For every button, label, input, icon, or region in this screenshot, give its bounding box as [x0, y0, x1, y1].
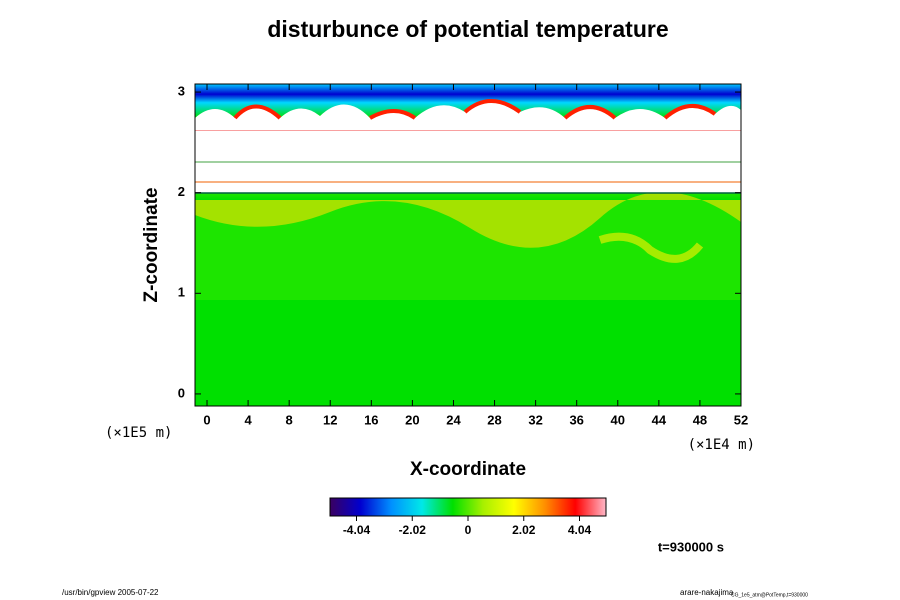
footer-left: /usr/bin/gpview 2005-07-22 — [62, 588, 159, 597]
colorbar-tick-label: 4.04 — [568, 523, 592, 537]
x-tick-label: 28 — [487, 412, 501, 427]
colorbar-tick-label: -2.02 — [399, 523, 427, 537]
colorbar-tick-label: -4.04 — [343, 523, 371, 537]
x-tick-label: 8 — [286, 412, 293, 427]
x-tick-label: 20 — [405, 412, 419, 427]
y-axis-label: Z-coordinate — [141, 187, 162, 302]
footer-right: arare-nakajima — [680, 588, 734, 597]
x-tick-label: 0 — [203, 412, 210, 427]
x-tick-label: 16 — [364, 412, 378, 427]
y-unit: (×1E5 m) — [105, 425, 172, 441]
x-tick-label: 4 — [244, 412, 252, 427]
footer-right-small: CG_1e5_atm@PotTemp,t=930000 — [731, 592, 808, 598]
y-tick-label: 1 — [178, 285, 185, 300]
x-tick-label: 40 — [611, 412, 625, 427]
time-label: t=930000 s — [658, 539, 724, 554]
x-tick-label: 32 — [528, 412, 542, 427]
x-axis-label: X-coordinate — [410, 459, 526, 480]
x-tick-label: 12 — [323, 412, 337, 427]
colorbar — [329, 497, 607, 517]
x-unit: (×1E4 m) — [688, 437, 755, 453]
chart-title: disturbunce of potential temperature — [267, 16, 668, 42]
y-tick-label: 2 — [178, 184, 185, 199]
x-tick-label: 24 — [446, 412, 461, 427]
colorbar-tick-label: 0 — [465, 523, 472, 537]
x-tick-label: 44 — [652, 412, 667, 427]
x-tick-label: 36 — [569, 412, 583, 427]
y-tick-label: 3 — [178, 83, 185, 98]
colorbar-tick-label: 2.02 — [512, 523, 536, 537]
plot-frame — [194, 83, 742, 407]
y-tick-label: 0 — [178, 385, 185, 400]
x-tick-label: 48 — [693, 412, 707, 427]
x-tick-label: 52 — [734, 412, 748, 427]
field — [195, 84, 741, 406]
